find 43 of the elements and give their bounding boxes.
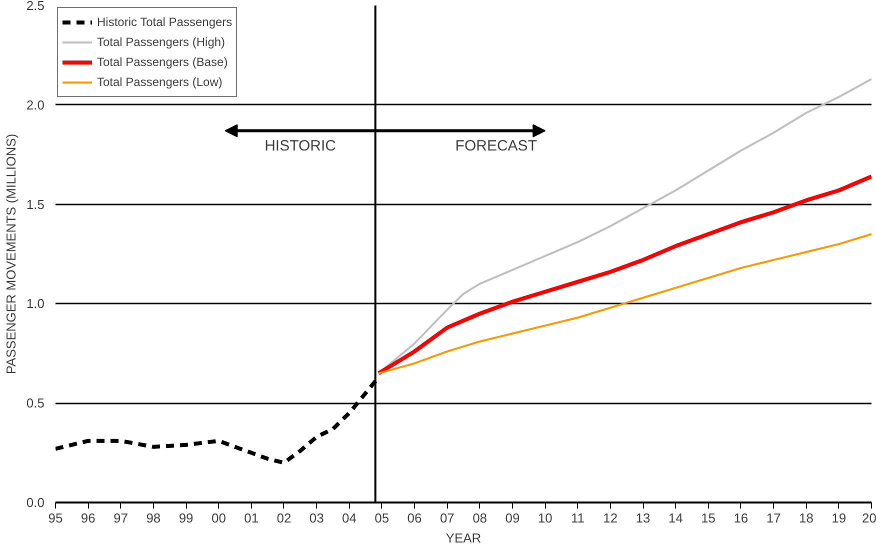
legend-label: Total Passengers (Base) bbox=[97, 55, 228, 69]
y-tick-label: 0.0 bbox=[26, 495, 45, 510]
x-tick-label: 16 bbox=[734, 510, 748, 526]
x-tick-label: 00 bbox=[211, 510, 226, 526]
y-tick-label: 2.0 bbox=[26, 97, 45, 112]
x-tick-label: 08 bbox=[472, 510, 488, 526]
y-tick-label: 2.5 bbox=[26, 0, 45, 13]
x-tick-label: 02 bbox=[276, 510, 292, 526]
x-tick-label: 17 bbox=[766, 510, 781, 526]
x-tick-label: 06 bbox=[407, 510, 422, 526]
x-tick-label: 15 bbox=[701, 510, 716, 526]
x-tick-label: 18 bbox=[798, 510, 814, 526]
x-tick-label: 05 bbox=[374, 510, 390, 526]
x-tick-label: 01 bbox=[244, 510, 259, 526]
x-axis-title: YEAR bbox=[446, 530, 482, 546]
x-tick-label: 10 bbox=[538, 510, 552, 526]
legend-label: Total Passengers (Low) bbox=[97, 75, 222, 89]
x-tick-label: 19 bbox=[832, 510, 846, 526]
annotation: FORECAST bbox=[455, 138, 537, 155]
y-tick-label: 0.5 bbox=[26, 396, 45, 411]
y-axis-title: PASSENGER MOVEMENTS (MILLIONS) bbox=[3, 134, 18, 374]
line-series bbox=[378, 78, 872, 374]
x-tick-label: 97 bbox=[114, 510, 128, 526]
x-tick-label: 14 bbox=[668, 510, 683, 526]
x-tick-label: 99 bbox=[178, 510, 194, 526]
x-tick-label: 11 bbox=[570, 510, 584, 526]
x-tick-label: 04 bbox=[342, 510, 356, 526]
line-series bbox=[378, 233, 872, 374]
x-tick-label: 20 bbox=[862, 510, 876, 526]
x-tick-label: 07 bbox=[440, 510, 454, 526]
y-tick-label: 1.5 bbox=[26, 196, 45, 212]
annotation: HISTORIC bbox=[264, 138, 336, 155]
x-tick-label: 95 bbox=[48, 510, 63, 526]
x-tick-label: 12 bbox=[603, 510, 618, 526]
y-tick-label: 1.0 bbox=[26, 296, 45, 312]
legend-label: Historic Total Passengers bbox=[97, 15, 232, 29]
x-tick-label: 98 bbox=[146, 510, 161, 526]
x-tick-label: 03 bbox=[309, 510, 324, 526]
line-series bbox=[376, 174, 872, 376]
legend-label: Total Passengers (High) bbox=[97, 35, 226, 49]
x-tick-label: 09 bbox=[505, 510, 520, 526]
x-tick-label: 13 bbox=[636, 510, 650, 526]
x-tick-label: 96 bbox=[80, 510, 96, 526]
